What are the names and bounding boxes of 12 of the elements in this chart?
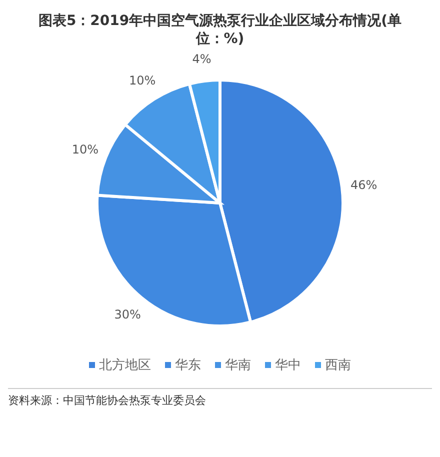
legend-label: 西南 bbox=[324, 357, 351, 374]
data-label: 30% bbox=[114, 308, 141, 322]
legend-label: 华中 bbox=[274, 357, 301, 374]
chart-title: 图表5：2019年中国空气源热泵行业企业区域分布情况(单位：%) bbox=[37, 12, 403, 48]
legend-label: 华南 bbox=[224, 357, 251, 374]
text: 资料来源：中国节能协会热泵专业委员会 bbox=[8, 388, 432, 408]
data-label: 4% bbox=[192, 52, 212, 66]
data-label: 46% bbox=[350, 178, 378, 192]
data-label: 10% bbox=[72, 142, 99, 157]
data-label: 10% bbox=[128, 74, 156, 88]
legend-label: 华东 bbox=[174, 357, 201, 374]
legend-label: 北方地区 bbox=[98, 357, 151, 374]
